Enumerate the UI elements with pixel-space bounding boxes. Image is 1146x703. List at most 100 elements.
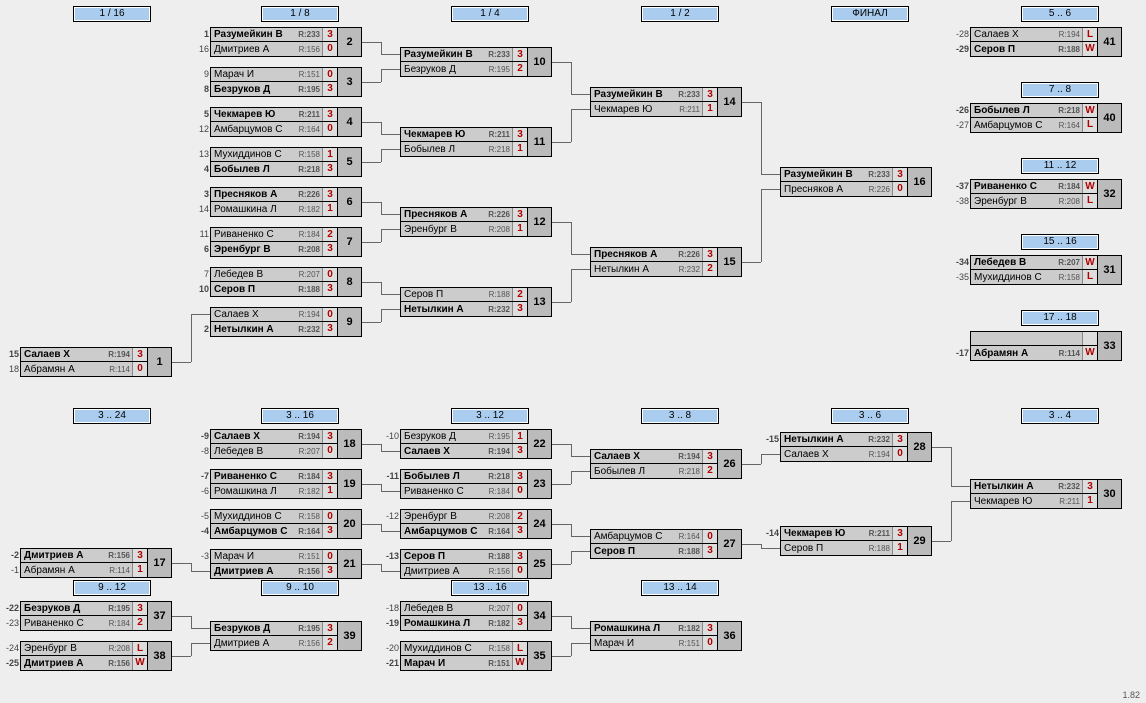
player-rating: R:194 [102,348,132,361]
player-name: Марач И [211,550,292,563]
player-rating: R:156 [292,43,322,56]
player-name: Салаев Х [211,430,292,443]
player-rating: R:184 [102,617,132,630]
player-name: Риваненко С [401,485,482,498]
match-14: Разумейкин ВR:2333Чекмарев ЮR:211114 [590,87,750,117]
seed-label: -20 [385,642,399,655]
player-score: 3 [512,302,527,316]
player-name: Дмитриев А [21,549,102,562]
player-score: 3 [322,188,337,201]
round-header: 9 .. 10 [261,580,339,596]
player-rating: R:182 [292,203,322,216]
match-number: 25 [528,549,552,579]
match-row: 6Эренбург ВR:2083 [210,242,338,257]
player-name: Абрамян А [21,564,102,577]
player-rating: R:208 [482,223,512,236]
match-number: 38 [148,641,172,671]
match-row: 11Риваненко СR:1842 [210,227,338,242]
match-13: Серов ПR:1882Нетылкин АR:232313 [400,287,560,317]
match-row: 10Серов ПR:1883 [210,282,338,297]
match-37: -22Безруков ДR:1953-23Риваненко СR:18423… [20,601,180,631]
player-score: 3 [322,242,337,256]
match-row: -23Риваненко СR:1842 [20,616,148,631]
match-number: 36 [718,621,742,651]
player-score: 3 [322,564,337,578]
player-name: Риваненко С [211,228,292,241]
match-row: -22Безруков ДR:1953 [20,601,148,616]
seed-label: 1 [195,28,209,41]
player-score: 0 [132,362,147,376]
seed-label: 5 [195,108,209,121]
match-number: 26 [718,449,742,479]
player-rating: R:156 [102,657,132,670]
player-name: Нетылкин А [211,323,292,336]
player-score: 3 [322,430,337,443]
player-rating: R:218 [672,465,702,478]
match-row: Пресняков АR:2263 [400,207,528,222]
player-score: 2 [512,288,527,301]
seed-label: -29 [955,43,969,56]
player-rating: R:208 [482,510,512,523]
seed-label: -13 [385,550,399,563]
player-rating: R:114 [102,564,132,577]
player-rating: R:182 [482,617,512,630]
match-12: Пресняков АR:2263Эренбург ВR:208112 [400,207,560,237]
match-34: -18Лебедев ВR:2070-19Ромашкина ЛR:182334 [400,601,560,631]
match-row: -14Чекмарев ЮR:2113 [780,526,908,541]
seed-label: -15 [765,433,779,446]
match-row: Пресняков АR:2263 [590,247,718,262]
player-score: 2 [322,228,337,241]
player-score [1082,332,1097,345]
player-name: Дмитриев А [211,565,292,578]
match-row: Разумейкин ВR:2333 [780,167,908,182]
player-score: 2 [702,262,717,276]
player-score: L [1082,194,1097,208]
match-row: 7Лебедев ВR:2070 [210,267,338,282]
match-25: -13Серов ПR:1883Дмитриев АR:156025 [400,549,560,579]
player-rating: R:211 [672,103,702,116]
player-score: 2 [132,616,147,630]
seed-label: 4 [195,163,209,176]
seed-label: 16 [195,43,209,56]
match-3: 9Марач ИR:15108Безруков ДR:19533 [210,67,370,97]
player-score: 3 [702,544,717,558]
player-name: Риваненко С [971,180,1052,193]
player-name: Салаев Х [971,28,1052,41]
match-30: Нетылкин АR:2323Чекмарев ЮR:211130 [970,479,1130,509]
player-score: 0 [892,447,907,461]
player-name: Лебедев В [401,602,482,615]
player-rating: R:164 [1052,119,1082,132]
seed-label: -34 [955,256,969,269]
match-row: -1Абрамян АR:1141 [20,563,148,578]
match-number: 19 [338,469,362,499]
seed-label: -35 [955,271,969,284]
match-number: 41 [1098,27,1122,57]
player-name: Марач И [401,657,482,670]
player-rating: R:188 [1052,43,1082,56]
match-number: 11 [528,127,552,157]
player-score: W [1082,104,1097,117]
player-rating: R:226 [672,248,702,261]
player-rating: R:114 [102,363,132,376]
match-1: 15Салаев ХR:194318Абрамян АR:11401 [20,347,180,377]
player-rating: R:233 [292,28,322,41]
match-row: Дмитриев АR:1560 [400,564,528,579]
player-rating: R:156 [292,637,322,650]
match-32: -37Риваненко СR:184W-38Эренбург ВR:208L3… [970,179,1130,209]
player-score: 0 [892,182,907,196]
player-rating: R:194 [292,430,322,443]
player-rating: R:195 [482,63,512,76]
version-label: 1.82 [1122,690,1140,700]
match-23: -11Бобылев ЛR:2183Риваненко СR:184023 [400,469,560,499]
player-name: Бобылев Л [211,163,292,176]
player-name: Риваненко С [211,470,292,483]
round-header: 17 .. 18 [1021,310,1099,326]
match-41: -28Салаев ХR:194L-29Серов ПR:188W41 [970,27,1130,57]
player-rating: R:188 [862,542,892,555]
seed-label: -23 [5,617,19,630]
player-score: 3 [1082,480,1097,493]
player-rating: R:158 [292,510,322,523]
player-score: 3 [512,444,527,458]
player-score: 1 [322,202,337,216]
match-row: -10Безруков ДR:1951 [400,429,528,444]
